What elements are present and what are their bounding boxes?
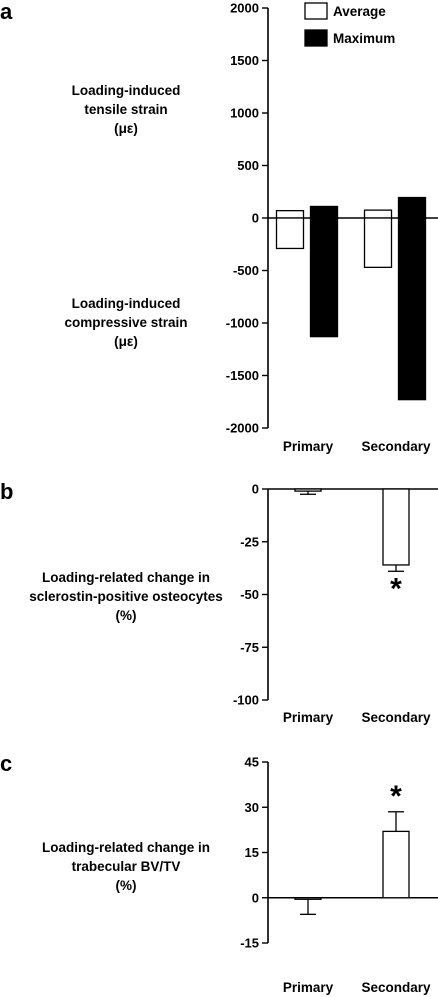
y-tick-label-b: -25 <box>240 534 259 549</box>
x-tick-label-c: Secondary <box>361 980 431 995</box>
y-tick-label-a: 1000 <box>230 106 259 121</box>
panel-letter-a: a <box>0 0 13 24</box>
y-tick-label-b: 0 <box>252 482 259 497</box>
bar-maximum-tensile <box>397 196 427 219</box>
x-tick-label-a: Primary <box>283 439 334 454</box>
y-tick-label-c: 30 <box>245 800 259 815</box>
significance-marker-c: * <box>390 780 402 813</box>
legend-label-average: Average <box>333 4 386 19</box>
x-tick-label-b: Secondary <box>361 710 431 725</box>
y-tick-label-a: -500 <box>233 263 259 278</box>
y-axis-label-tensile: tensile strain <box>84 102 167 117</box>
bar-average-tensile <box>363 209 393 219</box>
panel-letter-b: b <box>0 479 13 504</box>
bar-b <box>294 488 322 492</box>
panel-letter-c: c <box>0 751 12 776</box>
bar-b <box>382 488 410 566</box>
y-tick-label-a: -2000 <box>226 421 259 436</box>
y-axis-label-c: (%) <box>116 878 137 893</box>
y-axis-label-b: sclerostin-positive osteocytes <box>29 589 223 604</box>
y-tick-label-a: 500 <box>237 158 259 173</box>
significance-marker-b: * <box>390 572 402 605</box>
x-tick-label-a: Secondary <box>361 439 431 454</box>
y-tick-label-a: 2000 <box>230 1 259 16</box>
x-tick-label-c: Primary <box>283 980 334 995</box>
y-axis-label-c: Loading-related change in <box>42 840 210 855</box>
y-axis-label-compressive: (με) <box>114 334 138 349</box>
y-tick-label-b: -75 <box>240 640 259 655</box>
x-tick-label-b: Primary <box>283 710 334 725</box>
legend-swatch-maximum <box>304 29 328 47</box>
legend-swatch-average <box>304 2 328 20</box>
bar-average-compressive <box>275 217 305 250</box>
y-axis-label-compressive: Loading-induced <box>72 296 181 311</box>
y-tick-label-b: -100 <box>233 693 259 708</box>
y-tick-label-b: -50 <box>240 587 259 602</box>
y-axis-label-c: trabecular BV/TV <box>72 859 181 874</box>
y-tick-label-a: 1500 <box>230 53 259 68</box>
legend-label-maximum: Maximum <box>333 31 395 46</box>
y-tick-label-a: 0 <box>252 211 259 226</box>
y-axis-label-b: (%) <box>116 608 137 623</box>
bar-maximum-compressive <box>397 217 427 401</box>
bar-average-compressive <box>363 217 393 268</box>
bar-maximum-compressive <box>309 217 339 338</box>
y-axis-label-tensile: Loading-induced <box>72 83 181 98</box>
bar-c <box>294 897 322 900</box>
y-axis-label-b: Loading-related change in <box>42 570 210 585</box>
y-tick-label-c: -15 <box>240 936 259 951</box>
y-tick-label-a: -1000 <box>226 316 259 331</box>
bar-average-tensile <box>275 209 305 219</box>
y-axis-label-compressive: compressive strain <box>64 315 187 330</box>
bar-c <box>382 830 410 899</box>
y-tick-label-c: 15 <box>245 845 259 860</box>
y-tick-label-c: 0 <box>252 890 259 905</box>
y-tick-label-a: -1500 <box>226 368 259 383</box>
y-tick-label-c: 45 <box>245 755 259 770</box>
bar-maximum-tensile <box>309 205 339 219</box>
y-axis-label-tensile: (με) <box>114 121 138 136</box>
